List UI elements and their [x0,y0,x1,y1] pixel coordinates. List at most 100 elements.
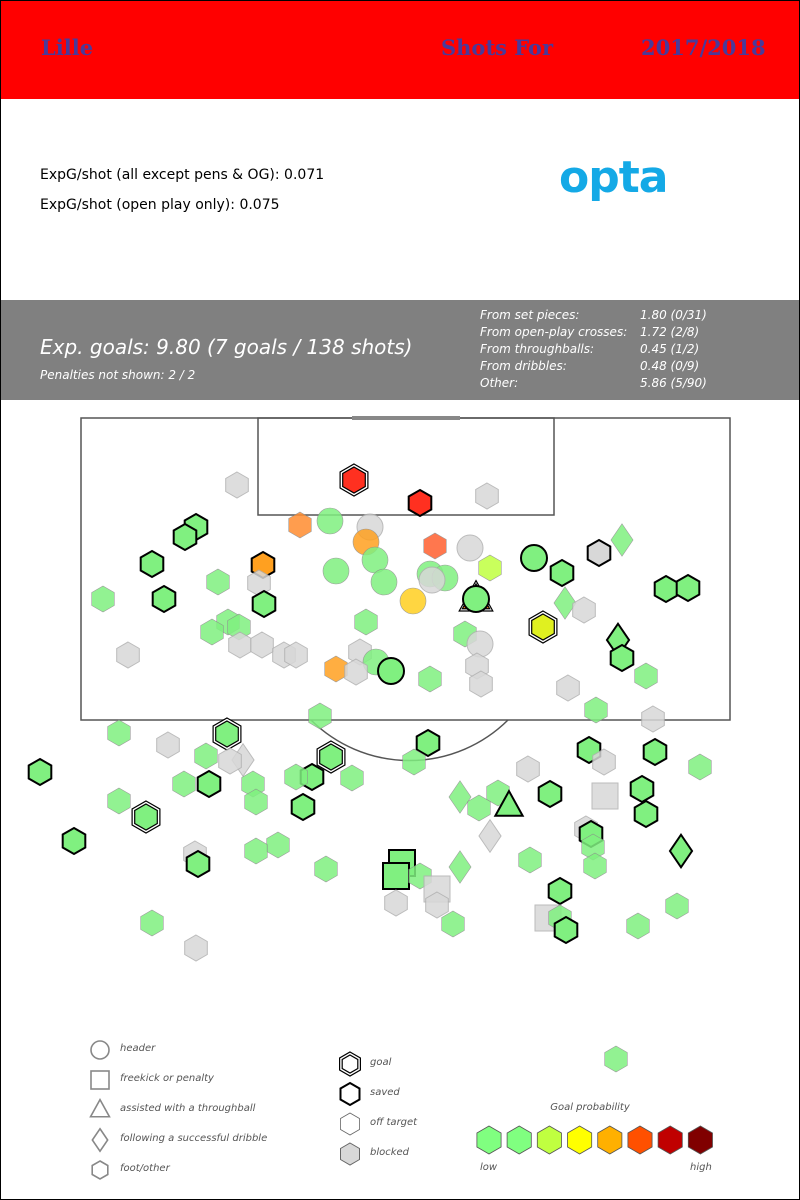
shot-hexagon-off-target [418,665,442,693]
legend-shape-label: header [120,1043,156,1054]
season-label: 2017/2018 [641,35,766,60]
chart-title: Shots For [441,35,554,60]
shot-hexagon-blocked [218,747,242,775]
shot-hexagon-saved [537,779,563,809]
off-target-icon [340,1112,360,1136]
shot-circle-off-target [370,568,398,596]
legend-triangle-item: assisted with a throughball [89,1097,256,1118]
shot-diamond-off-target [553,586,577,620]
legend-circle-item: header [90,1040,156,1060]
legend-outcome-label: goal [370,1057,392,1068]
probability-swatch [627,1125,653,1155]
shot-circle-saved [462,585,490,613]
shot-hexagon-saved [553,915,579,945]
shot-hexagon-saved [586,538,612,568]
penalty-area [80,417,731,721]
shot-hexagon-saved [185,849,211,879]
legend-shape-label: foot/other [120,1163,171,1174]
pitch-markings [80,416,731,762]
shot-hexagon-saved [675,573,701,603]
shot-hexagon-off-target [91,585,115,613]
legend: header freekick or penalty assisted with a… [89,1040,713,1180]
shot-hexagon-saved [27,757,53,787]
shot-hexagon-off-target [194,742,218,770]
diamond-icon [91,1127,109,1153]
shot-hexagon-off-target [634,662,658,690]
shot-hexagon-blocked [116,641,140,669]
shot-hexagon-blocked [284,641,308,669]
legend-shape-label: assisted with a throughball [120,1103,256,1114]
shot-hexagon-goal [528,610,558,644]
shot-hexagon-saved [172,522,198,552]
opta-logo: opta [559,152,668,203]
team-name: Lille [41,35,94,60]
shot-hexagon-goal [212,717,242,751]
shot-hexagon-blocked [156,731,180,759]
shot-hexagon-saved [151,584,177,614]
shot-square-blocked [591,782,619,810]
shot-hexagon-blocked [184,934,208,962]
shot-hexagon-off-target [340,764,364,792]
legend-outcomes: goal saved off target blocked [339,1051,418,1166]
shot-circle-blocked [418,566,446,594]
shot-circle-off-target [316,507,344,535]
shot-hexagon-saved [633,799,659,829]
shot-hexagon-off-target [584,696,608,724]
shot-hexagon-goal [339,463,369,497]
shot-hexagon-blocked [475,482,499,510]
square-icon [90,1070,110,1090]
shot-hexagon-saved [629,774,655,804]
probability-swatch [597,1125,623,1155]
shot-hexagon-off-target [244,788,268,816]
six-yard-box [257,417,555,516]
shot-hexagon-off-target [626,912,650,940]
legend-outcome-label: saved [370,1087,400,1098]
shot-square-saved [382,862,410,890]
shot-circle-blocked [466,630,494,658]
shot-diamond-blocked [478,818,502,854]
shot-hexagon-off-target [478,554,502,582]
shot-hexagon-saved [547,876,573,906]
shot-hexagon-saved [251,589,277,619]
shot-hexagon-blocked [344,658,368,686]
probability-low-label: low [480,1162,498,1173]
shot-hexagon-off-target [688,753,712,781]
breakdown-label: From dribbles: [480,359,567,373]
saved-icon [339,1081,361,1107]
shot-diamond-off-target [448,850,472,884]
title-banner: Lille Shots For 2017/2018 [1,1,799,99]
expg-open-stat: ExpG/shot (open play only): 0.075 [40,197,280,213]
expected-goals-summary: Exp. goals: 9.80 (7 goals / 138 shots) [40,335,413,359]
legend-off-target-item: off target [340,1112,418,1136]
breakdown-label: From open-play crosses: [480,325,628,339]
shot-hexagon-off-target [467,794,491,822]
probability-high-label: high [690,1162,712,1173]
shot-hexagon-off-target [518,846,542,874]
breakdown-label: From set pieces: [480,308,580,322]
breakdown-value: 0.45 (1/2) [640,342,700,356]
shot-diamond-off-target [610,523,634,557]
triangle-icon [89,1097,111,1118]
shot-hexagon-saved [290,792,316,822]
shot-hexagon-off-target [402,748,426,776]
shot-hexagon-off-target [324,655,348,683]
shot-hexagon-blocked [641,705,665,733]
shot-hexagon-off-target [140,909,164,937]
breakdown-value: 5.86 (5/90) [640,376,707,390]
shot-hexagon-saved [139,549,165,579]
shot-hexagon-blocked [592,748,616,776]
shot-hexagon-blocked [516,755,540,783]
shot-hexagon-saved [642,737,668,767]
shot-hexagon-off-target [314,855,338,883]
shot-hexagon-blocked [384,889,408,917]
shot-hexagon-saved [609,643,635,673]
shot-hexagon-goal [316,740,346,774]
shot-diamond-off-target [448,780,472,814]
shot-hexagon-off-target [107,719,131,747]
probability-title: Goal probability [550,1102,631,1113]
shot-hexagon-blocked [225,471,249,499]
legend-saved-item: saved [339,1081,400,1107]
legend-shapes: header freekick or penalty assisted with a… [89,1040,267,1180]
shots-layer [27,463,712,1073]
breakdown-value: 1.72 (2/8) [640,325,700,339]
